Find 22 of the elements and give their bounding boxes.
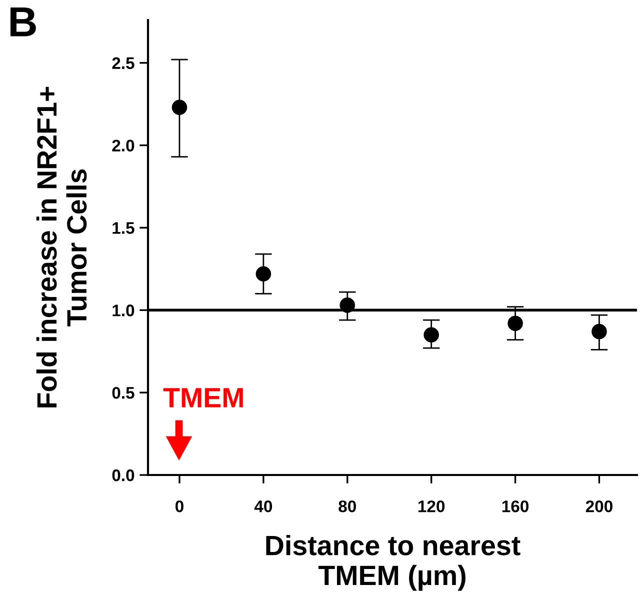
point [592,324,607,340]
point [256,266,272,282]
y-tick-label: 2.0 [112,140,134,152]
point [508,316,523,331]
x-tick-label: 120 [418,500,445,512]
point [424,327,439,343]
y-tick-label: 0.5 [112,386,134,399]
y-tick-label: 0.0 [112,469,134,482]
point [172,100,188,116]
y-tick-label: 2.5 [112,57,134,70]
point [340,298,356,313]
x-tick-label: 40 [254,500,272,512]
x-tick-label: 80 [338,500,356,512]
x-tick-label: 160 [502,500,528,512]
x-tick-label: 200 [586,500,612,512]
x-axis-title: Distance to nearest TMEM (µm) [266,534,520,591]
text: B [10,8,36,36]
x-tick-label: 0 [176,500,184,512]
annotation: TMEM [163,388,243,408]
y-tick-label: 1.0 [112,304,134,316]
y-tick-label: 1.5 [112,222,134,234]
y-axis-title: Fold increase in NR2F1+ Tumor Cells [36,86,87,408]
